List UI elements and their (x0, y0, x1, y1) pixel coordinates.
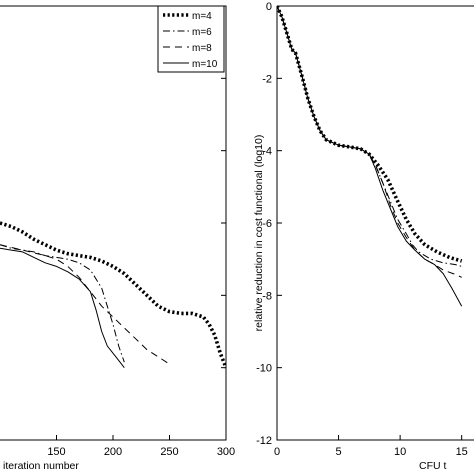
y-tick-label: -6 (262, 218, 272, 230)
right-plot-frame (276, 5, 474, 441)
left-series-line-m=10 (0, 247, 125, 369)
y-tick-label: -12 (256, 435, 272, 447)
right-y-axis-title: relative reduction in cost functional (l… (253, 135, 265, 332)
right-series-line-m=8 (277, 6, 462, 278)
x-tick-label: 10 (394, 446, 406, 458)
x-tick-label: 150 (47, 446, 65, 458)
right-x-axis-title: CFU t (419, 460, 446, 472)
left-panel: 150 200 250 300 iteration number (0, 5, 235, 472)
left-series-line-m=8 (0, 244, 170, 365)
right-series-line-m=10 (277, 6, 463, 307)
legend-label: m=6 (192, 27, 212, 38)
left-series-line-m=4 (0, 221, 226, 369)
right-series-line-m=6 (277, 6, 462, 267)
x-tick-label: 250 (160, 446, 178, 458)
right-series-line-m=4 (277, 6, 463, 263)
legend: m=4 m=6 m=8 m=10 (157, 5, 225, 73)
x-tick-label: 0 (274, 446, 280, 458)
legend-label: m=8 (192, 43, 212, 54)
legend-box (157, 5, 225, 73)
y-tick-label: -8 (262, 290, 272, 302)
x-tick-label: 300 (217, 446, 235, 458)
y-tick-label: -4 (262, 146, 272, 158)
y-tick-label: -2 (262, 73, 272, 85)
legend-label: m=10 (192, 59, 218, 70)
left-x-axis-title: iteration number (3, 460, 79, 472)
y-tick-label: 0 (266, 1, 272, 13)
right-panel: 0 5 10 15 0 -2 -4 -6 -8 -10 -12 CFU t relative reduc… (253, 1, 474, 472)
x-tick-label: 15 (456, 446, 468, 458)
legend-label: m=4 (192, 11, 212, 22)
y-tick-label: -10 (256, 363, 272, 375)
x-tick-label: 5 (336, 446, 342, 458)
x-tick-label: 200 (104, 446, 122, 458)
